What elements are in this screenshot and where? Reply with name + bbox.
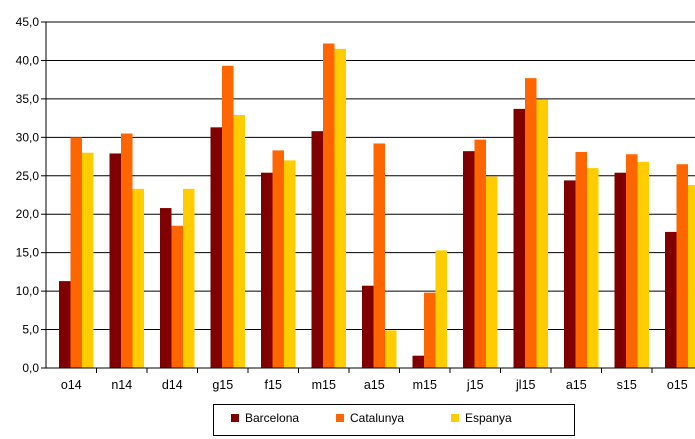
axes <box>41 21 695 373</box>
bar-barcelona <box>513 108 525 368</box>
bar-espanya <box>587 168 599 368</box>
bar-catalunya <box>676 164 688 368</box>
bar-catalunya <box>474 139 486 368</box>
bar-barcelona <box>311 131 323 368</box>
legend-label-catalunya: Catalunya <box>350 411 404 425</box>
bar-barcelona <box>160 208 172 368</box>
bars <box>59 43 695 369</box>
y-tick-label: 45,0 <box>16 15 40 29</box>
bar-catalunya <box>222 65 234 369</box>
bar-espanya <box>536 99 548 368</box>
legend-swatch-barcelona <box>231 414 239 422</box>
x-tick-label: a15 <box>364 378 385 392</box>
legend-label-barcelona: Barcelona <box>245 411 299 425</box>
bar-catalunya <box>626 154 638 368</box>
bar-espanya <box>688 185 695 368</box>
bar-espanya <box>132 188 144 368</box>
bar-catalunya <box>70 137 82 368</box>
legend-swatch-catalunya <box>336 414 344 422</box>
y-tick-label: 35,0 <box>16 92 40 106</box>
x-tick-label: d14 <box>162 378 183 392</box>
y-tick-label: 30,0 <box>16 130 40 144</box>
bar-espanya <box>183 188 195 368</box>
y-tick-label: 20,0 <box>16 207 40 221</box>
x-tick-label: n14 <box>111 378 132 392</box>
x-tick-label: s15 <box>617 378 637 392</box>
bar-barcelona <box>210 127 222 369</box>
bar-espanya <box>385 330 397 368</box>
legend: Barcelona Catalunya Espanya <box>213 404 575 436</box>
x-tick-label: m15 <box>312 378 336 392</box>
bar-barcelona <box>362 285 374 368</box>
bar-barcelona <box>261 172 273 368</box>
x-tick-label: a15 <box>566 378 587 392</box>
x-tick-label: f15 <box>265 378 282 392</box>
bar-barcelona <box>59 281 71 368</box>
bar-barcelona <box>665 231 677 368</box>
bar-barcelona <box>109 153 121 368</box>
bar-catalunya <box>575 151 587 368</box>
y-tick-label: 40,0 <box>16 53 40 67</box>
x-tick-label: g15 <box>212 378 233 392</box>
y-tick-label: 15,0 <box>16 246 40 260</box>
bar-catalunya <box>323 43 335 368</box>
x-tick-label: jl15 <box>515 378 536 392</box>
bar-barcelona <box>463 151 475 368</box>
bar-espanya <box>334 48 346 369</box>
bar-catalunya <box>121 133 133 368</box>
gridlines <box>46 21 695 331</box>
bar-espanya <box>233 115 245 368</box>
bar-barcelona <box>614 172 626 368</box>
x-tick-label: o15 <box>667 378 688 392</box>
legend-swatch-espanya <box>451 414 459 422</box>
x-tick-label: j15 <box>466 378 484 392</box>
y-tick-labels: 0,0 5,0 10,0 15,0 20,0 25,0 30,0 35,0 40,0 45,0 <box>16 15 40 375</box>
bar-espanya <box>82 152 94 368</box>
y-tick-label: 25,0 <box>16 169 40 183</box>
bar-catalunya <box>272 150 284 368</box>
bar-espanya <box>435 250 447 368</box>
y-tick-label: 10,0 <box>16 284 40 298</box>
bar-catalunya <box>171 225 183 368</box>
bar-catalunya <box>373 143 385 368</box>
y-tick-label: 5,0 <box>22 323 39 337</box>
x-tick-label: m15 <box>413 378 437 392</box>
bar-barcelona <box>412 355 424 368</box>
y-tick-label: 0,0 <box>22 361 39 375</box>
x-tick-label: o14 <box>61 378 82 392</box>
bar-catalunya <box>424 292 436 368</box>
legend-box <box>213 404 575 436</box>
legend-label-espanya: Espanya <box>465 411 512 425</box>
bar-espanya <box>486 176 498 368</box>
x-tick-labels: o14 n14 d14 g15 f15 m15 a15 m15 j15 jl15 a15 s15 o15 <box>61 378 688 392</box>
bar-catalunya <box>525 78 537 368</box>
bar-espanya <box>637 161 649 368</box>
bar-barcelona <box>564 180 576 368</box>
bar-espanya <box>284 160 296 368</box>
